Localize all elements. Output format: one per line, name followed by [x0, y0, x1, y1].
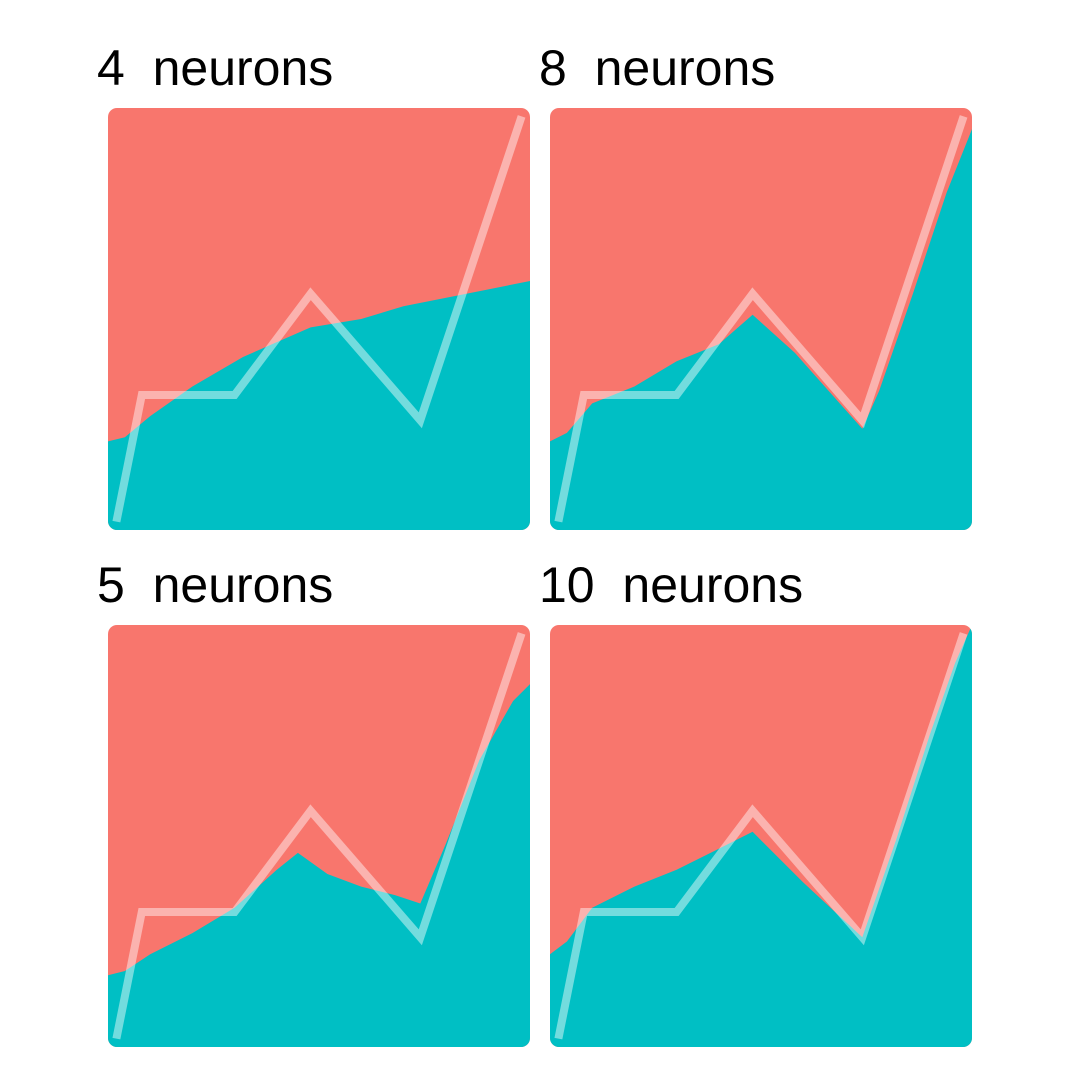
- panel-title: 4 neurons: [97, 40, 334, 96]
- decision-plot: [550, 625, 972, 1047]
- decision-plot: [550, 108, 972, 530]
- decision-plot: [108, 625, 530, 1047]
- decision-plot: [108, 108, 530, 530]
- panel-title: 10 neurons: [539, 557, 804, 613]
- panel-title: 5 neurons: [97, 557, 334, 613]
- region-lower: [108, 281, 530, 530]
- panel-title: 8 neurons: [539, 40, 776, 96]
- region-lower: [108, 684, 530, 1047]
- region-lower: [550, 625, 972, 1047]
- path-line: [112, 115, 526, 523]
- region-lower: [550, 129, 972, 530]
- path-line: [554, 115, 968, 523]
- path-line: [112, 632, 526, 1040]
- path-line: [554, 632, 968, 1040]
